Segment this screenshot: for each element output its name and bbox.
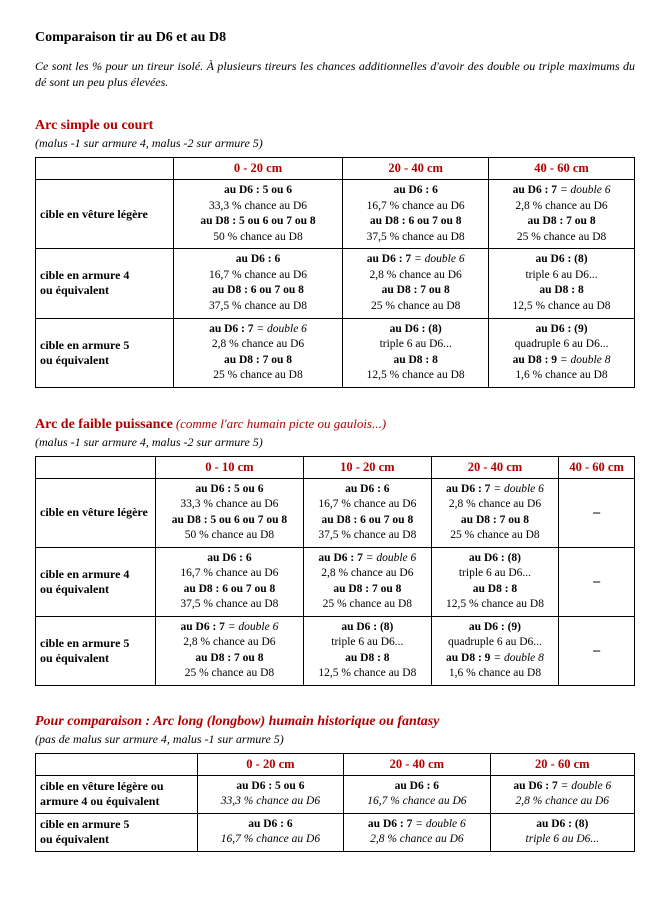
table-cell: au D6 : 5 ou 633,3 % chance au D6au D8 :… [173,180,342,249]
col-header: 20 - 60 cm [490,753,634,775]
table-cell: au D6 : 616,7 % chance au D6au D8 : 6 ou… [343,180,489,249]
row-label: cible en vêture légère ouarmure 4 ou équ… [36,775,198,813]
table-cell: au D6 : 616,7 % chance au D6au D8 : 6 ou… [304,478,432,547]
table-cell: au D6 : 7 = double 62,8 % chance au D6au… [489,180,635,249]
table-cell: au D6 : (8)triple 6 au D6...au D8 : 812,… [431,547,559,616]
table-cell: – [559,547,635,616]
section-arc-faible: Arc de faible puissance (comme l'arc hum… [35,416,635,686]
table-cell: au D6 : (8)triple 6 au D6...au D8 : 812,… [343,318,489,387]
table-cell: – [559,478,635,547]
col-header: 0 - 20 cm [197,753,343,775]
table-arc-long: 0 - 20 cm20 - 40 cm20 - 60 cm cible en vê… [35,753,635,852]
row-label: cible en armure 4ou équivalent [36,249,174,318]
table-cell: au D6 : 7 = double 62,8 % chance au D6 [490,775,634,813]
row-label: cible en vêture légère [36,478,156,547]
col-header: 0 - 20 cm [173,158,342,180]
table-cell: – [559,616,635,685]
col-header: 40 - 60 cm [489,158,635,180]
table-cell: au D6 : 5 ou 633,3 % chance au D6au D8 :… [155,478,303,547]
section-arc-simple: Arc simple ou court (malus -1 sur armure… [35,118,635,387]
col-header: 20 - 40 cm [431,456,559,478]
table-arc-simple: 0 - 20 cm20 - 40 cm40 - 60 cm cible en vê… [35,157,635,387]
section1-title: Arc simple ou court [35,118,153,133]
col-header: 20 - 40 cm [343,158,489,180]
table-cell: au D6 : 616,7 % chance au D6 [197,813,343,851]
col-header: 20 - 40 cm [344,753,490,775]
table-cell: au D6 : 7 = double 62,8 % chance au D6au… [173,318,342,387]
row-label: cible en armure 4ou équivalent [36,547,156,616]
table-cell: au D6 : 616,7 % chance au D6au D8 : 6 ou… [155,547,303,616]
table-cell: au D6 : 7 = double 62,8 % chance au D6au… [343,249,489,318]
table-cell: au D6 : (8)triple 6 au D6... [490,813,634,851]
section1-malus: (malus -1 sur armure 4, malus -2 sur arm… [35,136,635,151]
section2-title: Arc de faible puissance [35,417,173,432]
table-cell: au D6 : 7 = double 62,8 % chance au D6au… [304,547,432,616]
row-label: cible en armure 5ou équivalent [36,318,174,387]
table-cell: au D6 : 616,7 % chance au D6 [344,775,490,813]
table-cell: au D6 : (8)triple 6 au D6...au D8 : 812,… [489,249,635,318]
section2-title-extra: (comme l'arc humain picte ou gaulois...) [176,416,386,431]
section-arc-long: Pour comparaison : Arc long (longbow) hu… [35,714,635,852]
col-header: 10 - 20 cm [304,456,432,478]
table-cell: au D6 : (9)quadruple 6 au D6...au D8 : 9… [489,318,635,387]
row-label: cible en vêture légère [36,180,174,249]
table-cell: au D6 : (8)triple 6 au D6...au D8 : 812,… [304,616,432,685]
table-cell: au D6 : 7 = double 62,8 % chance au D6 [344,813,490,851]
table-cell: au D6 : (9)quadruple 6 au D6...au D8 : 9… [431,616,559,685]
table-arc-faible: 0 - 10 cm10 - 20 cm20 - 40 cm40 - 60 cm c… [35,456,635,686]
table-cell: au D6 : 7 = double 62,8 % chance au D6au… [431,478,559,547]
section3-malus: (pas de malus sur armure 4, malus -1 sur… [35,732,635,747]
col-header: 0 - 10 cm [155,456,303,478]
row-label: cible en armure 5ou équivalent [36,616,156,685]
section3-title: Pour comparaison : Arc long (longbow) hu… [35,714,439,729]
table-cell: au D6 : 7 = double 62,8 % chance au D6au… [155,616,303,685]
col-header: 40 - 60 cm [559,456,635,478]
intro-text: Ce sont les % pour un tireur isolé. À pl… [35,58,635,90]
section2-malus: (malus -1 sur armure 4, malus -2 sur arm… [35,435,635,450]
table-cell: au D6 : 5 ou 633,3 % chance au D6 [197,775,343,813]
table-cell: au D6 : 616,7 % chance au D6au D8 : 6 ou… [173,249,342,318]
page-title: Comparaison tir au D6 et au D8 [35,30,635,46]
row-label: cible en armure 5ou équivalent [36,813,198,851]
